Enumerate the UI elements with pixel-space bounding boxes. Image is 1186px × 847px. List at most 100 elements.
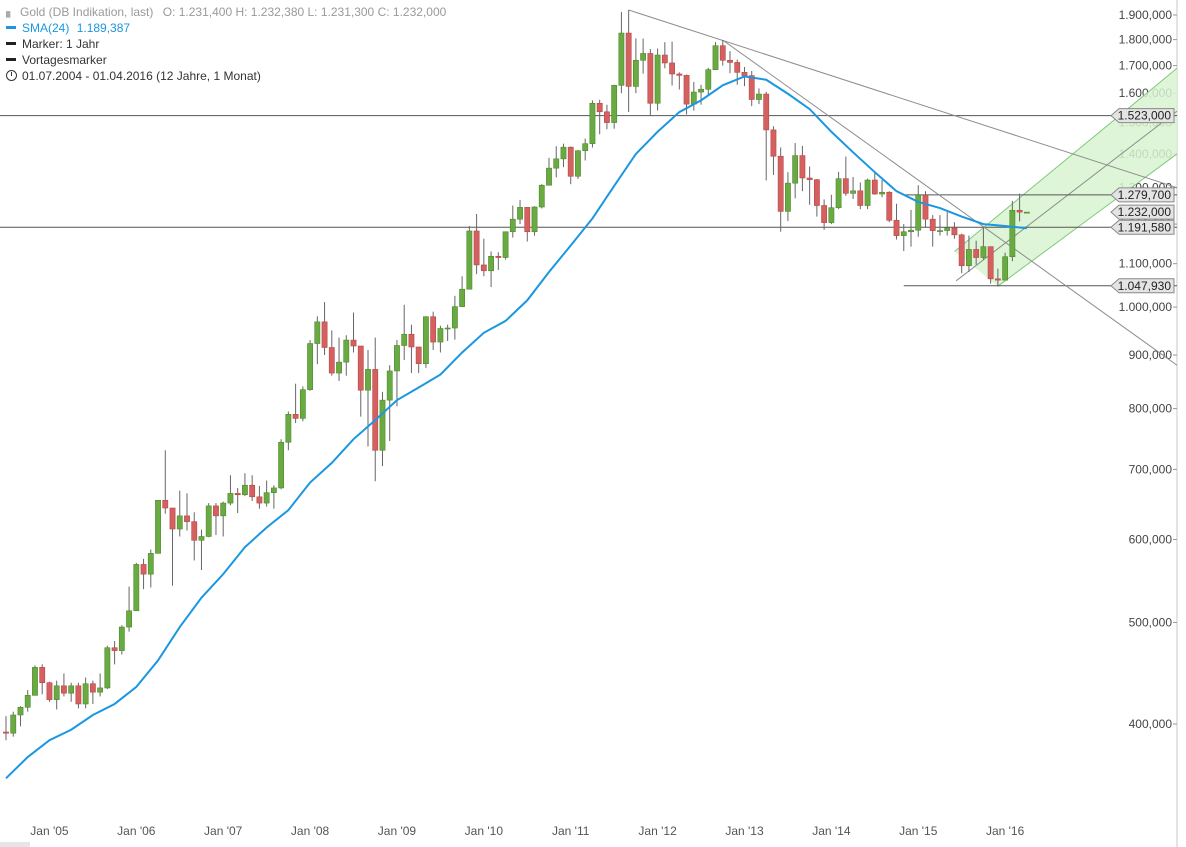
candle-body [980, 246, 987, 258]
candle-body [799, 155, 806, 179]
x-tick-label: Jan '13 [725, 824, 764, 838]
candle-body [524, 207, 531, 233]
candle-body [777, 155, 784, 212]
sma-line [5, 75, 1027, 780]
candle-body [350, 339, 357, 347]
candle-body [640, 53, 647, 61]
candle-body [488, 256, 494, 272]
candle-body [408, 333, 415, 348]
candle-body [430, 316, 437, 343]
y-tick-label: 1.800,000 [1119, 33, 1173, 47]
candle-body [24, 695, 31, 708]
price-tag-label: 1.191,580 [1118, 220, 1172, 234]
chart-type-icon: ▖ [6, 5, 15, 18]
candle-body [842, 178, 849, 194]
candle-body [32, 667, 38, 696]
candle-body [82, 683, 89, 705]
vortag-swatch-icon [6, 58, 16, 62]
candle-body [893, 220, 900, 236]
price-tag-label: 1.232,000 [1118, 205, 1172, 219]
candle-body [89, 683, 96, 693]
clock-icon [6, 70, 17, 82]
ohlc-readout: O: 1.231,400 H: 1.232,380 L: 1.231,300 C… [162, 4, 447, 19]
x-tick-label: Jan '09 [378, 824, 417, 838]
candle-body [97, 687, 104, 693]
candle-body [176, 515, 183, 530]
candle-body [162, 499, 169, 509]
candle-body [336, 361, 342, 374]
candle-body [234, 493, 241, 496]
candle-body [763, 93, 770, 131]
x-tick-label: Jan '10 [465, 824, 504, 838]
candle-body [864, 179, 871, 206]
candle-body [213, 505, 219, 517]
channel-lower-line [997, 153, 1178, 287]
candle-body [307, 343, 313, 390]
candle-body [155, 499, 161, 554]
candle-body [379, 399, 386, 451]
candle-body [618, 32, 625, 86]
candle-body [104, 647, 111, 689]
candle-body [314, 321, 321, 344]
price-tag-box [1110, 278, 1175, 294]
price-tag-label: 1.279,700 [1118, 188, 1172, 202]
candle-body [466, 230, 473, 290]
candle-body [365, 369, 371, 391]
legend-marker-row[interactable]: Marker: 1 Jahr [6, 35, 99, 52]
price-tag-box [1110, 108, 1175, 124]
candle-body [821, 205, 828, 223]
candle-body [654, 54, 661, 104]
candle-body [147, 553, 154, 575]
candle-body [625, 32, 632, 87]
x-tick-label: Jan '08 [291, 824, 330, 838]
candle-body [705, 69, 712, 90]
candle-body [734, 62, 741, 73]
y-tick-label: 500,000 [1129, 615, 1173, 629]
candle-body [850, 190, 856, 194]
candle-body [835, 178, 842, 209]
candle-body [900, 231, 907, 236]
candle-body [748, 75, 755, 100]
candle-body [785, 182, 791, 212]
candle-body [169, 507, 176, 530]
candle-body [459, 288, 466, 307]
candle-body [727, 59, 733, 63]
candle-body [285, 414, 292, 443]
candle-body [669, 62, 675, 75]
candle-body [538, 184, 545, 208]
candle-body [10, 714, 17, 734]
candle-body [517, 207, 523, 220]
legend-range-row[interactable]: 01.07.2004 - 01.04.2016 (12 Jahre, 1 Mon… [6, 67, 261, 84]
candle-body [509, 218, 516, 233]
candle-body [278, 441, 285, 489]
y-tick-label: 1.900,000 [1119, 8, 1173, 22]
candle-body [205, 505, 212, 537]
candle-body [958, 234, 965, 267]
trend-line [722, 39, 1178, 366]
candle-body [661, 54, 668, 64]
candle-body [46, 682, 53, 700]
legend-vortag-row[interactable]: Vortagesmarker [6, 51, 107, 68]
candle-body [813, 179, 820, 206]
candle-body [227, 493, 234, 504]
x-tick-label: Jan '05 [30, 824, 69, 838]
candle-body [560, 146, 567, 160]
candle-body [480, 264, 487, 272]
candle-body [828, 207, 835, 223]
candle-body [126, 610, 132, 628]
candle-body [719, 45, 726, 61]
candle-body [111, 647, 118, 651]
candle-body [871, 179, 878, 195]
date-range-label: 01.07.2004 - 01.04.2016 (12 Jahre, 1 Mon… [22, 68, 261, 83]
candle-body [908, 229, 914, 233]
candle-body [39, 667, 46, 684]
candle-body [299, 389, 306, 419]
candle-body [929, 218, 936, 231]
legend-sma-row[interactable]: SMA(24) 1.189,387 [6, 19, 130, 36]
candle-body [328, 347, 335, 374]
candle-body [951, 227, 958, 236]
candle-body [263, 492, 270, 504]
scroll-strip [0, 842, 30, 847]
